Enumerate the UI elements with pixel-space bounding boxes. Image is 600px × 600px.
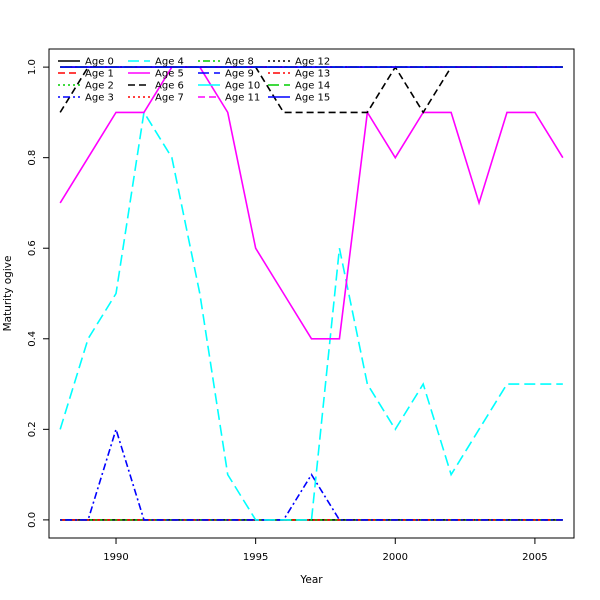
legend-label: Age 15 [295, 93, 330, 104]
legend-label: Age 10 [225, 81, 260, 92]
y-axis-label: Maturity ogive [2, 256, 14, 332]
x-tick-label: 2000 [383, 552, 408, 563]
series-line-age-5 [59, 66, 564, 340]
y-tick-label: 0.2 [27, 421, 38, 437]
y-tick-label: 0.8 [27, 150, 38, 166]
y-axis: 0.0 0.2 0.4 0.6 0.8 1.0 [27, 59, 50, 528]
series-line-age-4 [59, 110, 563, 521]
legend-label: Age 5 [155, 69, 184, 80]
legend-label: Age 8 [225, 57, 254, 68]
x-axis-label: Year [299, 574, 323, 586]
legend-label: Age 7 [155, 93, 184, 104]
legend-label: Age 2 [85, 81, 114, 92]
legend-label: Age 6 [155, 81, 184, 92]
legend-label: Age 12 [295, 57, 330, 68]
legend-label: Age 1 [85, 69, 114, 80]
y-tick-label: 1.0 [27, 59, 38, 75]
legend-label: Age 9 [225, 69, 254, 80]
series-layer [59, 65, 564, 521]
x-tick-label: 1990 [103, 552, 128, 563]
legend-label: Age 4 [155, 57, 184, 68]
y-tick-label: 0.0 [27, 512, 38, 528]
y-tick-label: 0.6 [27, 240, 38, 256]
x-tick-label: 1995 [243, 552, 268, 563]
y-tick-label: 0.4 [27, 331, 38, 347]
series-line-age-3 [60, 426, 563, 521]
legend-label: Age 3 [85, 93, 114, 104]
x-tick-label: 2005 [522, 552, 547, 563]
legend-label: Age 0 [85, 57, 114, 68]
legend-label: Age 14 [295, 81, 330, 92]
legend-label: Age 13 [295, 69, 330, 80]
x-axis: 1990 1995 2000 2005 [103, 537, 548, 563]
legend-label: Age 11 [225, 93, 260, 104]
